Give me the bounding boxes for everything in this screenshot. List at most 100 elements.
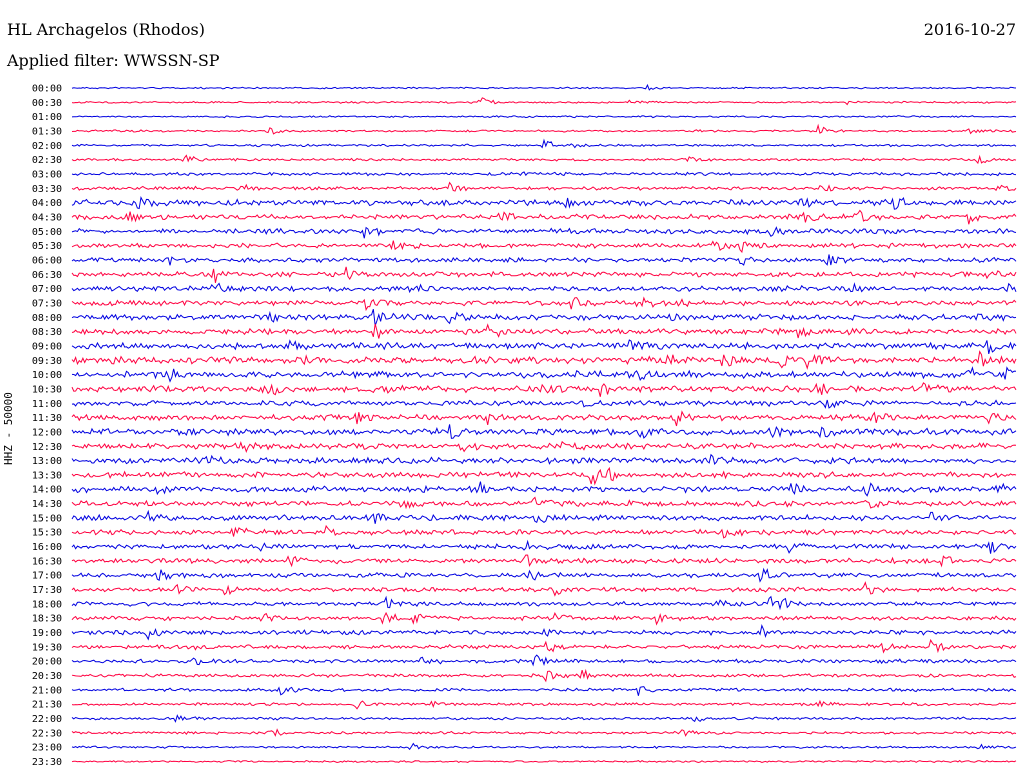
row-label-1830: 18:30 <box>32 614 62 625</box>
trace-1830 <box>71 611 1017 626</box>
trace-2130 <box>71 699 1017 710</box>
trace-1430 <box>71 496 1017 510</box>
trace-0830 <box>71 323 1017 339</box>
row-label-0600: 06:00 <box>32 256 62 267</box>
row-label-0130: 01:30 <box>32 127 62 138</box>
trace-1800 <box>71 595 1017 611</box>
row-label-0700: 07:00 <box>32 284 62 295</box>
row-label-2000: 20:00 <box>32 657 62 668</box>
row-label-1930: 19:30 <box>32 642 62 653</box>
row-label-1000: 10:00 <box>32 370 62 381</box>
trace-0900 <box>71 339 1017 355</box>
trace-1230 <box>71 440 1017 453</box>
row-label-0100: 01:00 <box>32 112 62 123</box>
row-label-1330: 13:30 <box>32 470 62 481</box>
trace-2330 <box>71 759 1017 764</box>
row-label-1400: 14:00 <box>32 485 62 496</box>
row-label-2230: 22:30 <box>32 728 62 739</box>
trace-2300 <box>71 742 1017 751</box>
trace-0430 <box>71 209 1017 225</box>
trace-2200 <box>71 714 1017 723</box>
row-label-1600: 16:00 <box>32 542 62 553</box>
row-label-1900: 19:00 <box>32 628 62 639</box>
trace-2230 <box>71 728 1017 737</box>
row-label-1030: 10:30 <box>32 384 62 395</box>
row-label-1230: 12:30 <box>32 442 62 453</box>
row-label-0400: 04:00 <box>32 198 62 209</box>
row-label-2100: 21:00 <box>32 685 62 696</box>
trace-1300 <box>71 453 1017 465</box>
row-label-0800: 08:00 <box>32 313 62 324</box>
trace-0400 <box>71 196 1017 210</box>
row-label-1700: 17:00 <box>32 571 62 582</box>
row-label-0330: 03:30 <box>32 184 62 195</box>
row-label-2300: 23:00 <box>32 743 62 754</box>
trace-1030 <box>71 382 1017 397</box>
row-label-0200: 02:00 <box>32 141 62 152</box>
trace-0630 <box>71 266 1017 283</box>
row-label-0430: 04:30 <box>32 213 62 224</box>
trace-1000 <box>71 366 1017 383</box>
trace-0530 <box>71 240 1017 254</box>
row-label-2200: 22:00 <box>32 714 62 725</box>
trace-0230 <box>71 154 1017 165</box>
row-label-0300: 03:00 <box>32 170 62 181</box>
trace-0200 <box>71 138 1017 149</box>
trace-1130 <box>71 410 1017 427</box>
trace-0600 <box>71 254 1017 266</box>
trace-2000 <box>71 654 1017 667</box>
trace-0130 <box>71 123 1017 135</box>
row-label-0500: 05:00 <box>32 227 62 238</box>
row-label-1130: 11:30 <box>32 413 62 424</box>
trace-1700 <box>71 567 1017 583</box>
row-label-1730: 17:30 <box>32 585 62 596</box>
trace-2030 <box>71 668 1017 683</box>
station-title: HL Archagelos (Rhodos) <box>7 20 205 39</box>
row-label-0900: 09:00 <box>32 341 62 352</box>
row-label-1630: 16:30 <box>32 556 62 567</box>
row-label-2030: 20:30 <box>32 671 62 682</box>
row-label-0530: 05:30 <box>32 241 62 252</box>
trace-0730 <box>71 296 1017 312</box>
row-label-1530: 15:30 <box>32 528 62 539</box>
trace-1330 <box>71 466 1017 486</box>
trace-0930 <box>71 350 1017 370</box>
trace-0100 <box>71 115 1017 119</box>
trace-1100 <box>71 399 1017 409</box>
trace-1500 <box>71 509 1017 524</box>
trace-1400 <box>71 481 1017 497</box>
row-label-2330: 23:30 <box>32 757 62 768</box>
trace-1730 <box>71 581 1017 597</box>
trace-0030 <box>71 97 1017 106</box>
trace-1200 <box>71 424 1017 439</box>
row-label-1200: 12:00 <box>32 427 62 438</box>
row-label-0930: 09:30 <box>32 356 62 367</box>
trace-0800 <box>71 308 1017 326</box>
row-label-1500: 15:00 <box>32 513 62 524</box>
row-label-0000: 00:00 <box>32 84 62 95</box>
row-label-0730: 07:30 <box>32 298 62 309</box>
trace-1930 <box>71 638 1017 654</box>
row-label-1100: 11:00 <box>32 399 62 410</box>
row-label-1430: 14:30 <box>32 499 62 510</box>
row-label-2130: 21:30 <box>32 700 62 711</box>
row-label-1800: 18:00 <box>32 599 62 610</box>
trace-1630 <box>71 554 1017 568</box>
plot-date: 2016-10-27 <box>923 20 1016 39</box>
trace-0500 <box>71 226 1017 239</box>
filter-label: Applied filter: WWSSN-SP <box>7 51 220 70</box>
trace-0000 <box>71 83 1017 91</box>
trace-0330 <box>71 181 1017 192</box>
tick-label-group: 00:00 00:30 01:00 01:30 02:00 02:30 03:00 03:30… <box>32 84 62 769</box>
trace-0700 <box>71 282 1017 294</box>
trace-0300 <box>71 171 1017 177</box>
row-label-1300: 13:00 <box>32 456 62 467</box>
row-label-0830: 08:30 <box>32 327 62 338</box>
trace-1600 <box>71 539 1017 554</box>
row-label-0230: 02:30 <box>32 155 62 166</box>
trace-group <box>71 83 1017 764</box>
row-label-0630: 06:30 <box>32 270 62 281</box>
row-label-0030: 00:30 <box>32 98 62 109</box>
trace-2100 <box>71 686 1017 696</box>
